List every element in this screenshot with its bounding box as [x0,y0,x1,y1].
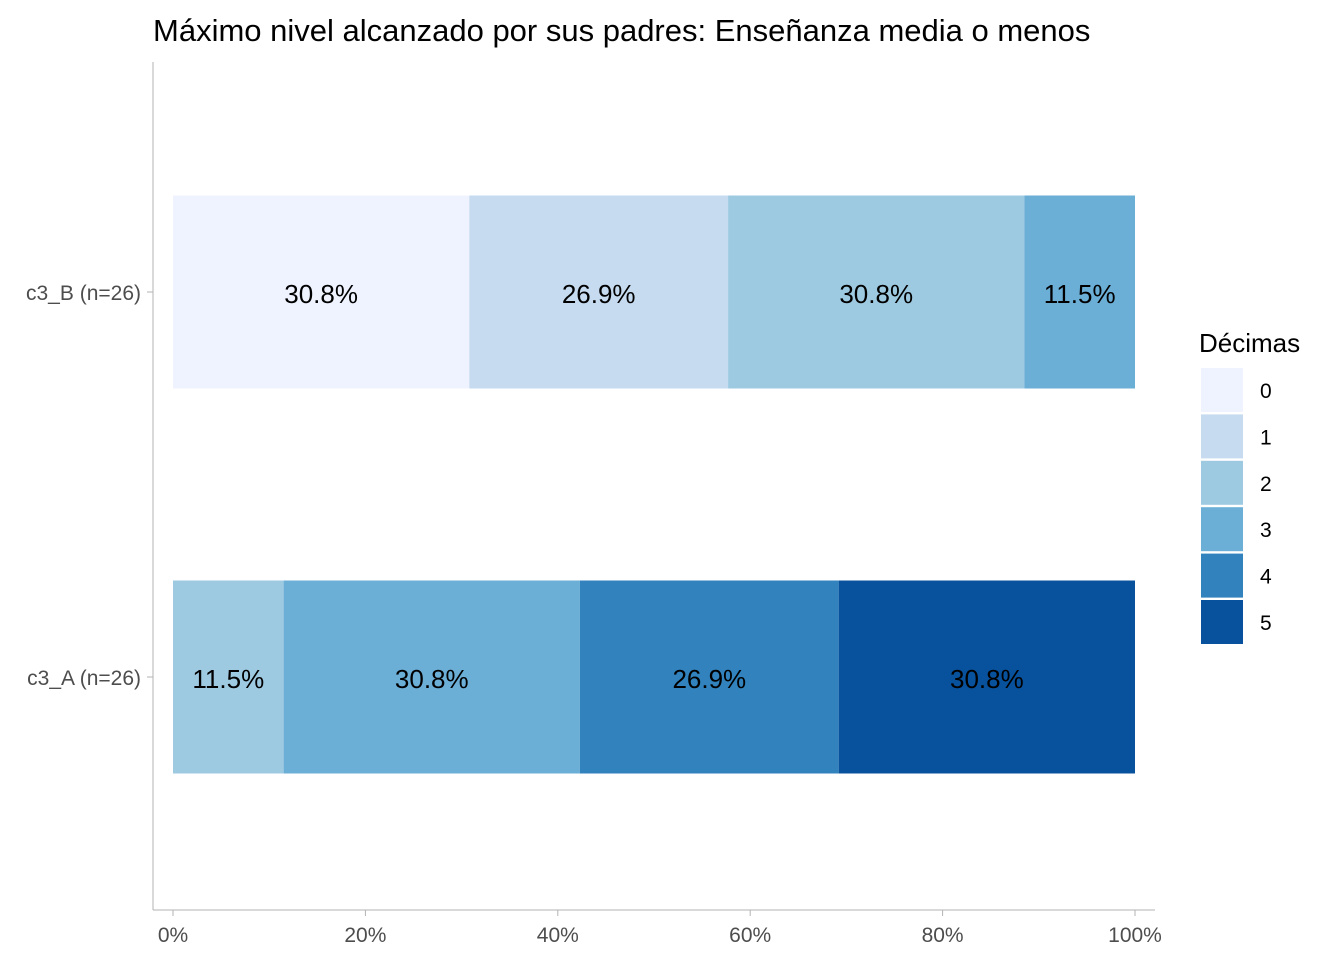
x-tick-label: 20% [344,924,386,947]
bars: 30.8% 26.9% 30.8% 11.5% 11.5% 30.8% 26.9% 30.8% [173,195,1135,774]
legend-label: 0 [1260,380,1272,403]
bar-segment [579,580,839,774]
bar-segment [173,195,470,389]
bar-segment [838,580,1135,774]
bar-data-label: 30.8% [839,279,913,309]
x-tick-label: 60% [729,924,771,947]
x-tick-label: 0% [158,924,188,947]
bar-segment [728,195,1025,389]
bar-data-label: 30.8% [395,664,469,694]
bar-data-label: 11.5% [1044,279,1116,309]
x-tick-label: 100% [1108,924,1162,947]
axes: 0% 20% 40% 60% 80% 100% c3_B (n=26) c3_A (n=26) [26,62,1162,947]
legend-label: 3 [1260,519,1272,542]
legend: Décimas 0 1 2 3 4 5 [1199,328,1300,644]
bar-data-label: 26.9% [672,664,746,694]
x-tick-label: 80% [922,924,964,947]
legend-key [1201,507,1243,552]
x-tick-label: 40% [537,924,579,947]
legend-label: 2 [1260,473,1272,496]
legend-key [1201,553,1243,598]
legend-label: 5 [1260,612,1272,635]
bar-segment [283,580,580,774]
bar-segment [1024,195,1135,389]
y-tick-label: c3_B (n=26) [26,282,141,305]
bar-data-label: 11.5% [192,664,264,694]
bar-data-label: 30.8% [284,279,358,309]
bar-data-label: 26.9% [562,279,636,309]
chart-title: Máximo nivel alcanzado por sus padres: E… [153,13,1090,48]
legend-key [1201,368,1243,412]
y-tick-label: c3_A (n=26) [27,667,141,690]
legend-key [1201,600,1243,644]
legend-key [1201,460,1243,505]
bar-segment [173,580,284,774]
bar-data-label: 30.8% [950,664,1024,694]
legend-title: Décimas [1199,328,1300,358]
legend-key [1201,414,1243,459]
legend-label: 4 [1260,566,1272,589]
legend-label: 1 [1260,426,1272,449]
bar-segment [469,195,729,389]
